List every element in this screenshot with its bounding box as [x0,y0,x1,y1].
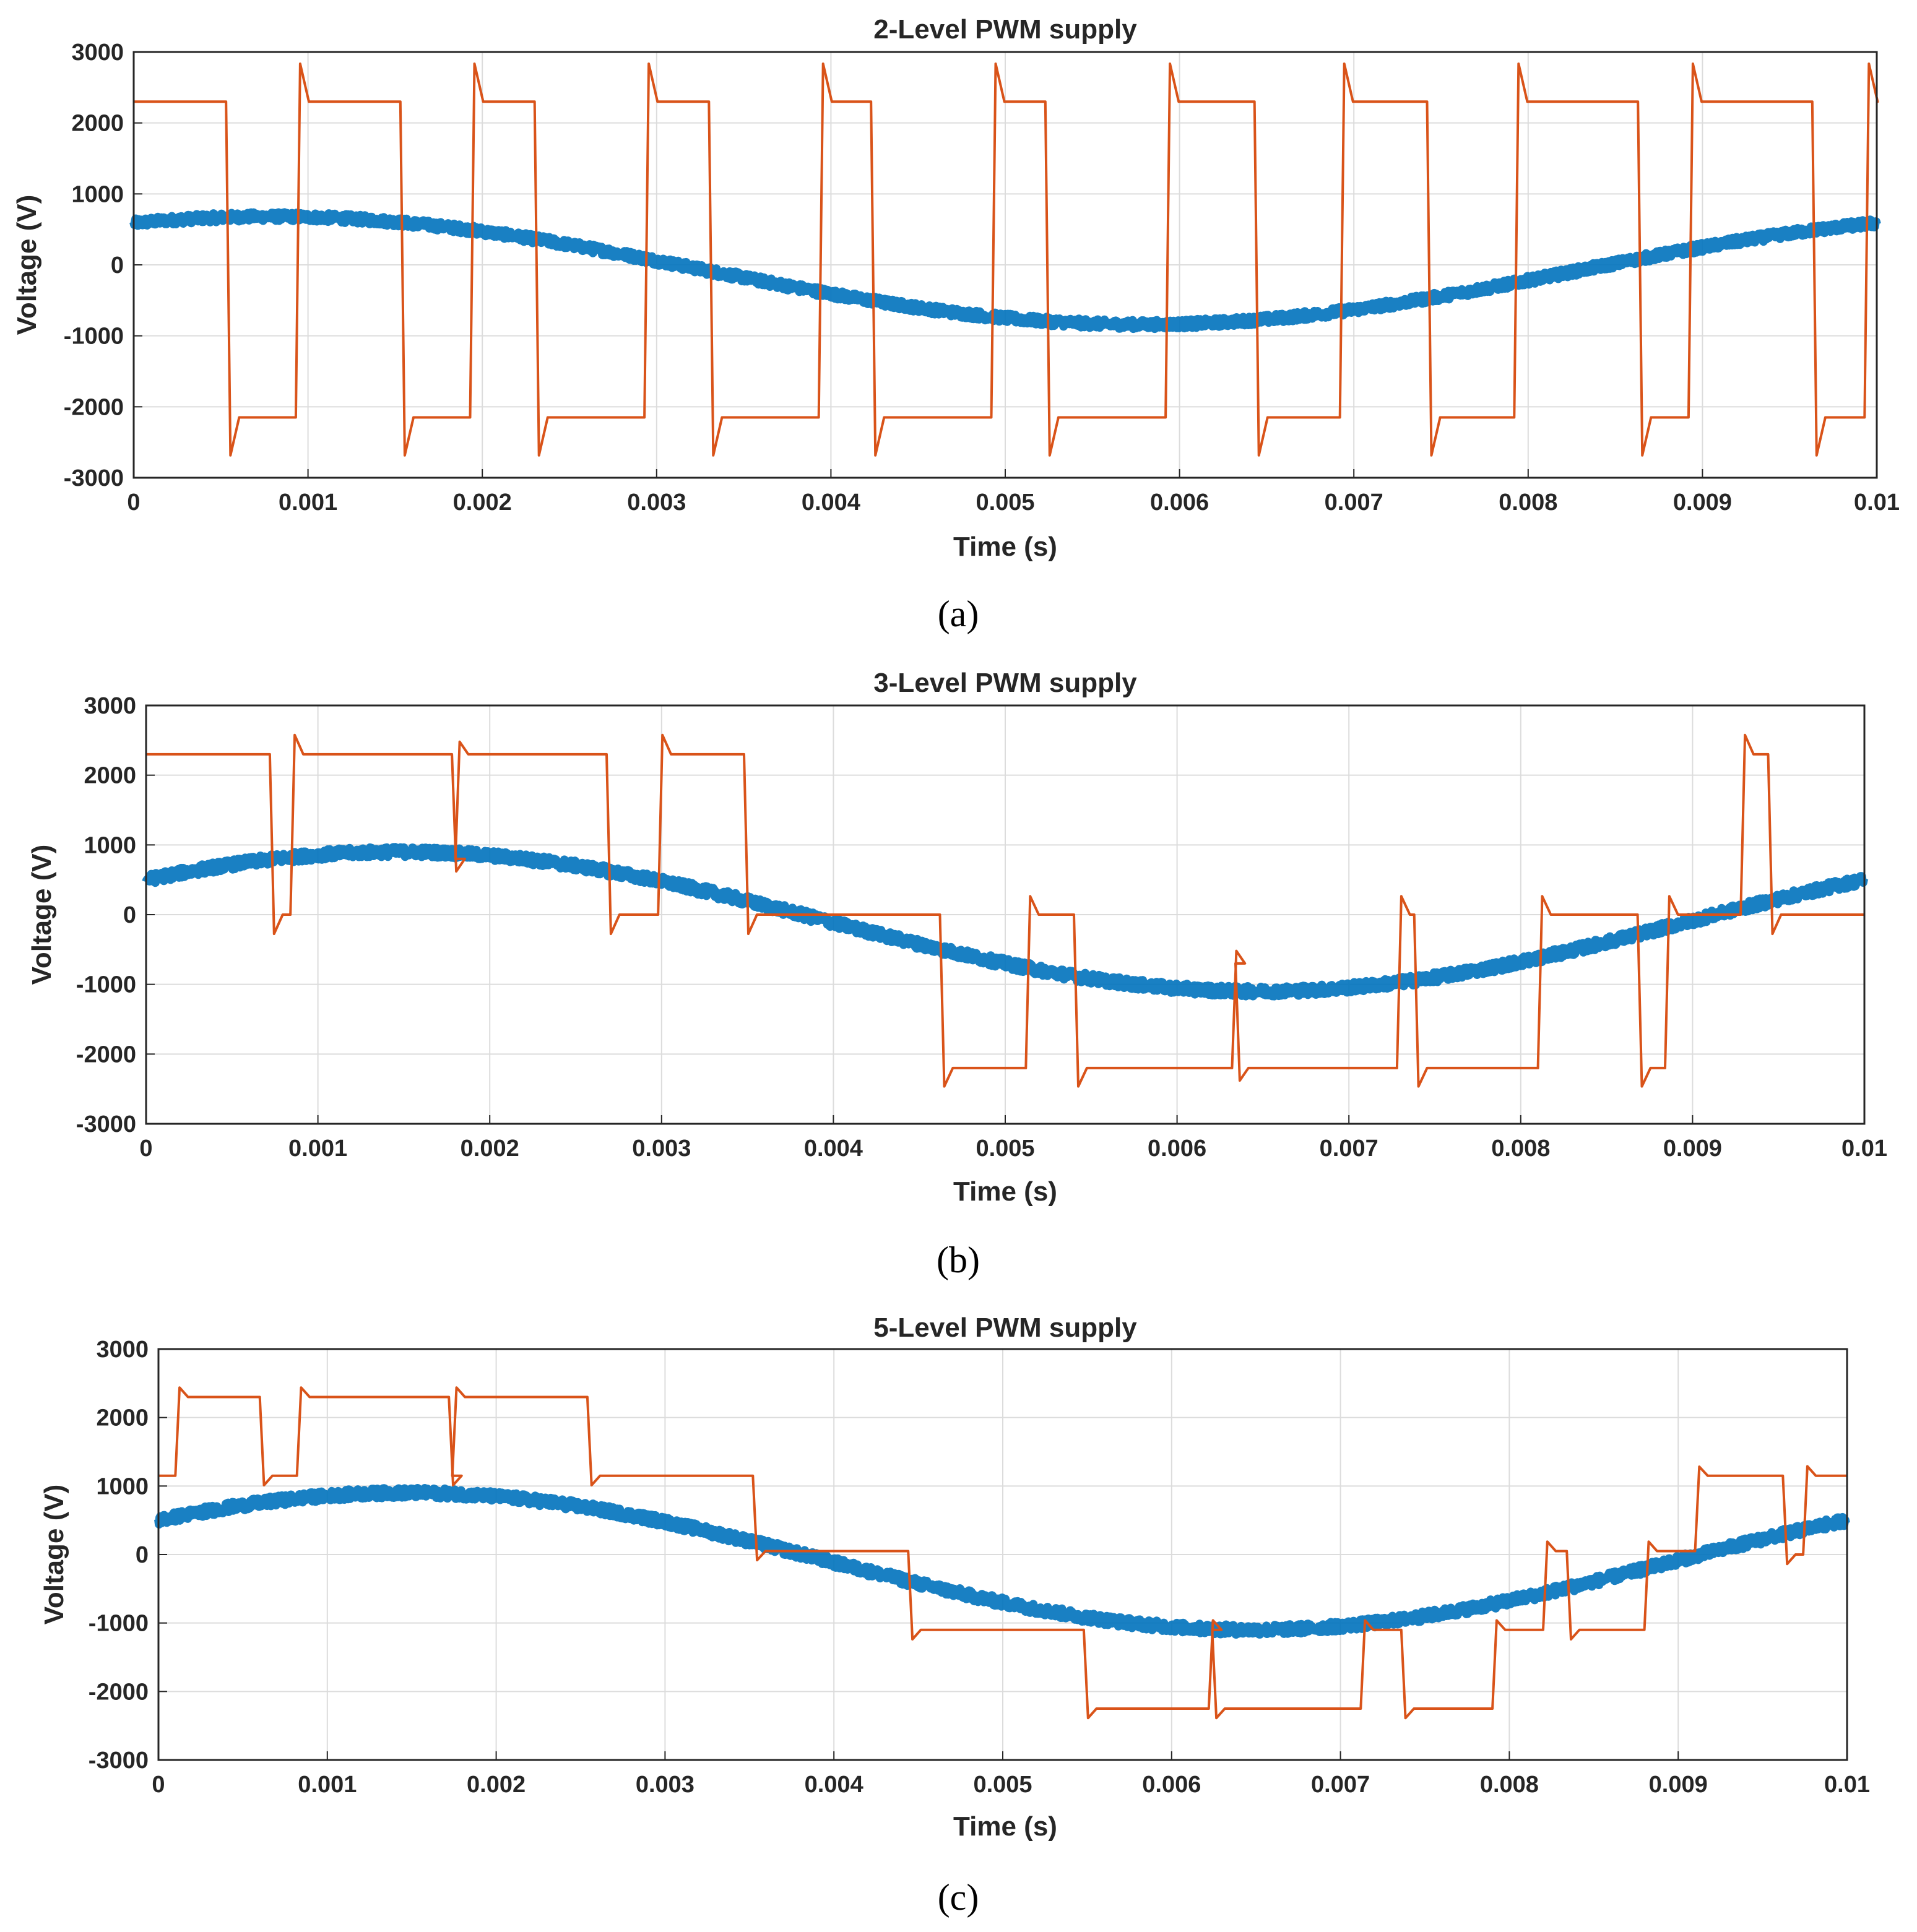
tick-labels: 0 0.001 0.002 0.003 0.004 0.005 0.006 0.007 0.00… [76,693,1887,1162]
y-tick-label: 2000 [96,1405,149,1431]
fundamental-series-line [154,1484,1851,1639]
x-tick-label: 0.005 [973,1772,1032,1798]
x-tick-label: 0.01 [1824,1772,1870,1798]
y-tick-label: -1000 [89,1611,149,1637]
x-tick-label: 0 [152,1772,165,1798]
x-tick-label: 0.007 [1320,1136,1378,1162]
x-tick-label: 0.008 [1499,489,1557,515]
x-tick-label: 0.01 [1841,1136,1887,1162]
y-tick-label: 1000 [71,181,124,207]
y-tick-label: 3000 [96,1337,149,1363]
x-tick-label: 0.009 [1663,1136,1722,1162]
series-group [142,733,1869,1088]
x-tick-label: 0.004 [804,1136,863,1162]
y-tick-label: 0 [123,902,136,928]
y-axis-label: Voltage (V) [39,1485,69,1625]
y-tick-label: -3000 [64,465,124,491]
chart-title: 5-Level PWM supply [873,1313,1137,1343]
x-tick-label: 0.006 [1142,1772,1201,1798]
x-tick-label: 0.001 [298,1772,357,1798]
panel-caption: (c) [938,1877,979,1918]
series-group [129,63,1881,457]
y-tick-label: 0 [111,252,124,278]
x-tick-label: 0 [139,1136,152,1162]
x-tick-label: 0.008 [1491,1136,1550,1162]
x-tick-label: 0.001 [279,489,337,515]
tick-labels: 0 0.001 0.002 0.003 0.004 0.005 0.006 0.007 0.00… [89,1337,1870,1798]
x-tick-label: 0.003 [627,489,686,515]
y-tick-label: 2000 [71,111,124,137]
y-axis-label: Voltage (V) [27,845,57,985]
panel-caption: (b) [937,1240,980,1280]
y-tick-label: 1000 [96,1473,149,1499]
x-tick-label: 0 [127,489,140,515]
panel-b: 0 0.001 0.002 0.003 0.004 0.005 0.006 0.007 0.00… [27,668,1887,1280]
x-tick-label: 0.003 [636,1772,695,1798]
y-tick-label: -2000 [89,1679,149,1705]
y-tick-label: -3000 [89,1748,149,1774]
y-tick-label: 3000 [84,693,136,719]
x-axis-label: Time (s) [953,1811,1057,1842]
pwm-series-line [146,733,1864,1088]
panel-c: 0 0.001 0.002 0.003 0.004 0.005 0.006 0.007 0.00… [39,1313,1870,1918]
series-group [154,1386,1851,1720]
y-tick-label: 3000 [71,40,124,66]
y-tick-label: -1000 [76,972,136,998]
fundamental-series-line [129,208,1881,334]
x-tick-label: 0.002 [467,1772,526,1798]
x-axis-label: Time (s) [953,532,1057,562]
chart-title: 3-Level PWM supply [873,668,1137,698]
y-axis-label: Voltage (V) [12,195,42,335]
y-tick-label: -3000 [76,1111,136,1137]
chart-title: 2-Level PWM supply [873,14,1137,45]
tick-labels: 0 0.001 0.002 0.003 0.004 0.005 0.006 0.007 0.00… [64,40,1900,515]
x-tick-label: 0.005 [976,1136,1034,1162]
panel-caption: (a) [938,593,979,634]
x-tick-label: 0.004 [802,489,860,515]
x-tick-label: 0.003 [632,1136,691,1162]
x-tick-label: 0.006 [1150,489,1209,515]
x-tick-label: 0.007 [1325,489,1383,515]
x-tick-label: 0.01 [1854,489,1900,515]
grid-lines [158,1348,1848,1761]
panel-a: 0 0.001 0.002 0.003 0.004 0.005 0.006 0.007 0.00… [12,14,1900,634]
x-axis-label: Time (s) [953,1176,1057,1207]
x-tick-label: 0.007 [1311,1772,1370,1798]
y-tick-label: 1000 [84,832,136,858]
x-tick-label: 0.009 [1649,1772,1708,1798]
x-tick-label: 0.002 [453,489,512,515]
x-tick-label: 0.004 [805,1772,863,1798]
pwm-series-line [158,1386,1847,1720]
y-tick-label: 0 [136,1542,149,1568]
x-tick-label: 0.005 [976,489,1034,515]
x-tick-label: 0.001 [288,1136,347,1162]
x-tick-label: 0.008 [1480,1772,1539,1798]
x-tick-label: 0.009 [1673,489,1732,515]
y-tick-label: 2000 [84,763,136,789]
y-tick-label: -2000 [64,394,124,420]
x-tick-label: 0.002 [461,1136,519,1162]
y-tick-label: -1000 [64,324,124,350]
fundamental-series-line [142,843,1869,1001]
x-tick-label: 0.006 [1148,1136,1206,1162]
y-tick-label: -2000 [76,1041,136,1067]
pwm-series-line [134,63,1879,457]
